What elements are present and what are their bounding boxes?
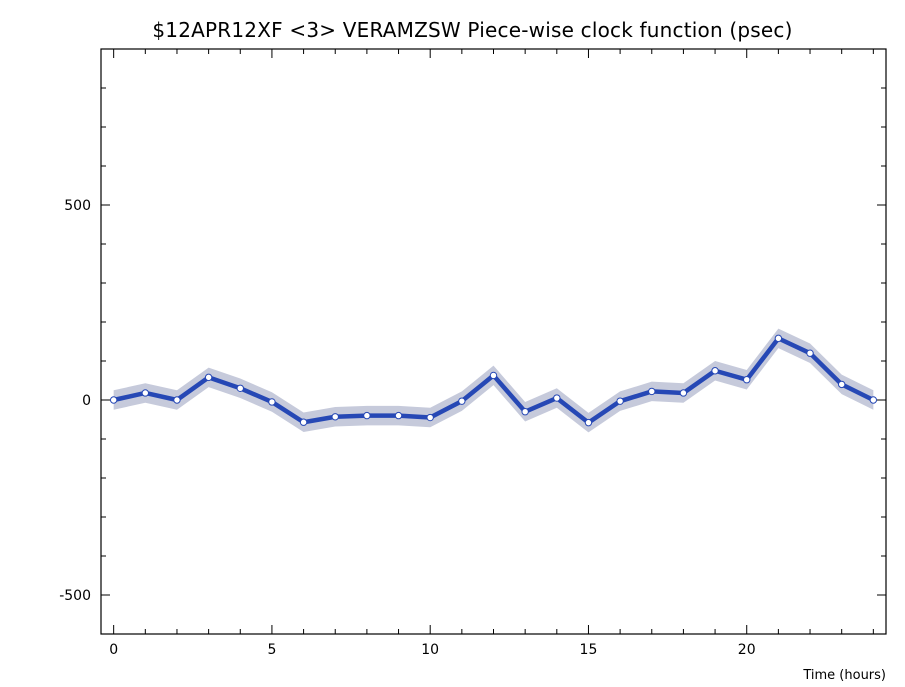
data-point — [141, 389, 150, 397]
x-tick-label: 10 — [421, 642, 439, 658]
y-tick-label: 500 — [64, 198, 91, 214]
x-axis-label: Time (hours) — [802, 668, 886, 683]
confidence-band — [113, 328, 874, 433]
data-point — [489, 371, 498, 380]
x-tick-label: 0 — [109, 642, 118, 658]
data-point — [426, 413, 434, 422]
plot-frame — [100, 48, 887, 635]
data-point — [679, 389, 688, 397]
data-point — [299, 418, 308, 426]
data-point — [204, 373, 213, 382]
data-point — [648, 387, 656, 396]
data-point — [869, 396, 878, 404]
data-point — [268, 398, 276, 406]
x-tick-label: 15 — [580, 642, 598, 658]
data-point — [774, 334, 783, 343]
data-point — [553, 394, 561, 402]
data-point — [743, 376, 751, 384]
axis-ticks — [101, 48, 886, 635]
data-point — [711, 367, 719, 375]
data-point — [109, 396, 118, 404]
y-tick-label: -500 — [59, 588, 91, 604]
uncertainty-band — [113, 328, 874, 433]
data-point — [331, 413, 339, 421]
data-point — [236, 384, 244, 392]
data-point — [616, 397, 624, 405]
data-point — [363, 411, 371, 420]
data-point — [394, 411, 403, 420]
data-point — [458, 397, 466, 405]
x-tick-label: 20 — [738, 642, 756, 658]
data-point — [837, 380, 846, 389]
y-tick-label: 0 — [82, 393, 91, 409]
tick-labels: 0 5 10 15 20 -500 0 500 — [59, 198, 755, 658]
chart-title: $12APR12XF <3> VERAMZSW Piece-wise clock… — [152, 18, 793, 42]
x-tick-label: 5 — [267, 642, 276, 658]
data-point — [521, 408, 529, 416]
data-point — [173, 396, 181, 404]
data-point — [806, 349, 814, 357]
data-point — [584, 418, 593, 427]
data-points — [109, 334, 878, 427]
